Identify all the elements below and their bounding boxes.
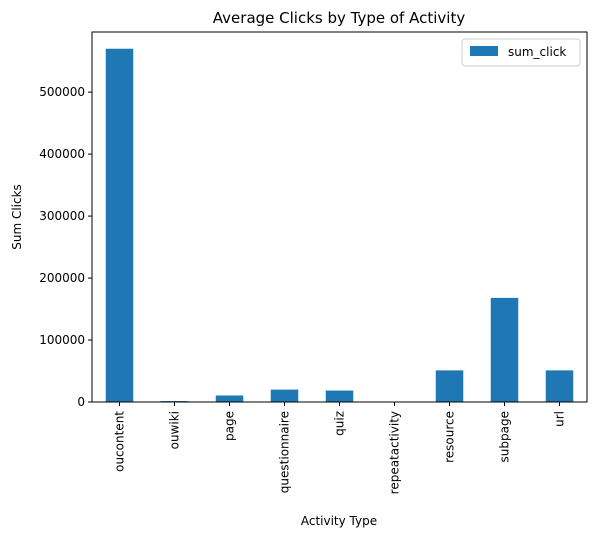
x-tick-label: ouwiki xyxy=(168,411,182,449)
x-tick-label: quiz xyxy=(333,411,347,436)
y-tick-label: 0 xyxy=(77,395,85,409)
bar-oucontent xyxy=(105,48,134,402)
y-axis-ticks: 0 100000 200000 300000 400000 500000 xyxy=(39,85,92,409)
y-tick-label: 500000 xyxy=(39,85,85,99)
x-axis-label: Activity Type xyxy=(301,514,377,528)
bar-quiz xyxy=(325,390,354,402)
legend-label: sum_click xyxy=(508,45,566,59)
bar-url xyxy=(545,370,574,402)
bar-resource xyxy=(435,370,464,402)
y-tick-label: 200000 xyxy=(39,271,85,285)
y-axis-label: Sum Clicks xyxy=(10,184,24,250)
bar-questionnaire xyxy=(270,389,299,402)
legend-swatch xyxy=(470,46,498,56)
x-tick-label: subpage xyxy=(498,411,512,462)
plot-frame xyxy=(91,31,588,403)
legend-box xyxy=(461,38,581,67)
y-tick-label: 300000 xyxy=(39,209,85,223)
x-tick-label: url xyxy=(553,411,567,427)
x-tick-label: repeatactivity xyxy=(388,411,402,494)
bar-page xyxy=(215,395,244,402)
x-axis-ticks: oucontent ouwiki page questionnaire quiz repe… xyxy=(113,402,567,494)
chart-title: Average Clicks by Type of Activity xyxy=(213,9,466,27)
x-tick-label: resource xyxy=(443,411,457,463)
legend: sum_click xyxy=(461,38,581,67)
x-tick-label: page xyxy=(223,411,237,441)
bar-subpage xyxy=(490,297,519,402)
x-tick-label: questionnaire xyxy=(278,411,292,493)
bars-group xyxy=(105,48,574,402)
x-tick-label: oucontent xyxy=(113,411,127,472)
y-tick-label: 100000 xyxy=(39,333,85,347)
y-tick-label: 400000 xyxy=(39,147,85,161)
